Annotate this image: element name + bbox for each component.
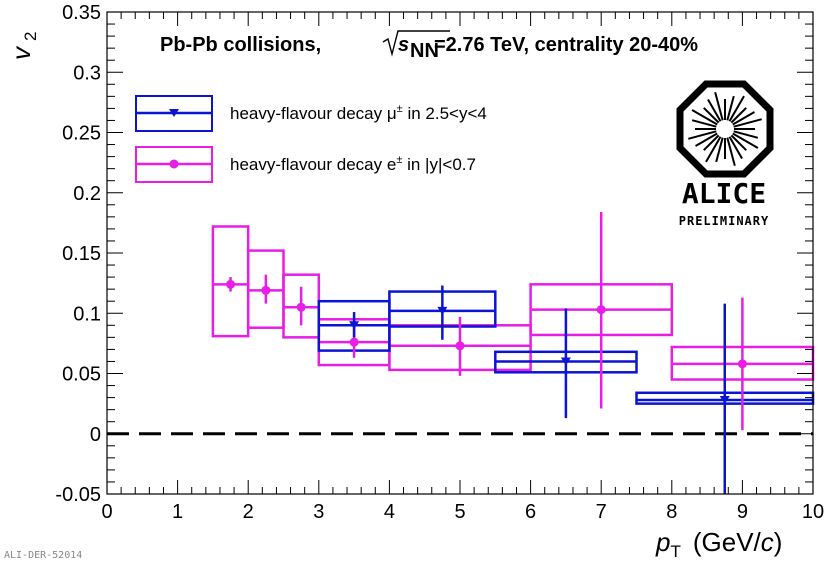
x-axis-label: pT (GeV/c) — [655, 527, 782, 561]
y-tick-label: 0.3 — [73, 62, 101, 84]
alice-logo-starburst-icon — [688, 92, 762, 166]
x-tick-label: 5 — [454, 501, 465, 523]
starburst-ray — [730, 134, 747, 151]
figure-id-watermark: ALI-DER-52014 — [4, 550, 83, 561]
starburst-ray — [705, 136, 722, 163]
y-axis-label: v2 — [6, 32, 40, 60]
data-points — [226, 212, 747, 494]
x-tick-label: 8 — [666, 501, 677, 523]
x-tick-label: 4 — [384, 501, 395, 523]
title-energy-centrality: =2.76 TeV, centrality 20-40% — [434, 34, 698, 56]
y-tick-label: 0.2 — [73, 183, 101, 205]
data-point-electron — [455, 341, 465, 351]
x-tick-label: 10 — [802, 501, 824, 523]
starburst-ray — [730, 107, 747, 124]
chart-title: Pb-Pb collisions, — [160, 34, 321, 56]
starburst-ray — [695, 132, 718, 147]
data-point-muon — [349, 321, 360, 330]
y-tick-label: 0.35 — [62, 2, 101, 24]
sqrt-symbol — [382, 30, 450, 57]
y-axis-label-group: v2 — [6, 32, 40, 60]
data-point-muon — [719, 396, 730, 405]
x-tick-label: 9 — [737, 501, 748, 523]
legend-label-electron: heavy-flavour decay e± in |y|<0.7 — [230, 154, 476, 174]
x-tick-label: 3 — [313, 501, 324, 523]
starburst-ray — [728, 136, 743, 159]
x-tick-label: 7 — [596, 501, 607, 523]
logo-status: PRELIMINARY — [679, 214, 769, 228]
starburst-ray — [688, 130, 717, 140]
data-point-electron — [737, 359, 747, 369]
title-s: s — [398, 34, 409, 56]
y-tick-label: 0.1 — [73, 303, 101, 325]
axes: 0 1 2 3 4 5 6 7 8 9 10-0.0500.050.10.150.20.250.30… — [55, 2, 824, 523]
starburst-ray — [714, 92, 724, 121]
y-tick-label: 0.25 — [62, 123, 101, 145]
legend-entry-electron: heavy-flavour decay e± in |y|<0.7 — [135, 146, 476, 183]
starburst-ray — [733, 118, 762, 128]
legend-marker-circle — [169, 159, 179, 169]
data-point-muon — [560, 357, 571, 366]
starburst-ray — [691, 109, 718, 126]
y-tick-label: 0 — [90, 424, 101, 446]
starburst-ray — [703, 134, 720, 151]
starburst-ray — [733, 130, 759, 139]
x-tick-label: 0 — [101, 501, 112, 523]
data-point-electron — [261, 285, 271, 295]
data-point-electron — [596, 305, 606, 315]
data-point-muon — [437, 306, 448, 315]
starburst-ray — [715, 137, 724, 163]
starburst-ray — [732, 111, 755, 126]
legend: heavy-flavour decay μ± in 2.5<y<4 heavy-… — [135, 95, 487, 183]
data-point-electron — [226, 279, 236, 289]
starburst-ray — [726, 137, 736, 166]
y-tick-label: 0.15 — [62, 243, 101, 265]
starburst-ray — [707, 99, 722, 122]
y-tick-label: -0.05 — [55, 484, 101, 506]
x-tick-label: 1 — [172, 501, 183, 523]
data-point-electron — [296, 302, 306, 312]
starburst-ray — [728, 95, 745, 122]
systematic-boxes — [211, 225, 815, 405]
legend-entry-muon: heavy-flavour decay μ± in 2.5<y<4 — [135, 95, 487, 132]
data-point-electron — [349, 337, 359, 347]
x-tick-label: 6 — [525, 501, 536, 523]
x-tick-label: 2 — [243, 501, 254, 523]
alice-logo: ALICE PRELIMINARY — [676, 80, 774, 228]
alice-logo-octagon-icon — [676, 80, 774, 178]
starburst-ray — [732, 132, 759, 149]
y-tick-label: 0.05 — [62, 364, 101, 386]
title-s-subscript: NN — [410, 40, 439, 62]
legend-label-muon: heavy-flavour decay μ± in 2.5<y<4 — [230, 103, 487, 123]
starburst-ray — [691, 119, 717, 128]
starburst-ray — [703, 107, 720, 124]
logo-name: ALICE — [682, 177, 766, 210]
starburst-ray — [726, 95, 735, 121]
legend-marker-triangle — [169, 109, 179, 117]
